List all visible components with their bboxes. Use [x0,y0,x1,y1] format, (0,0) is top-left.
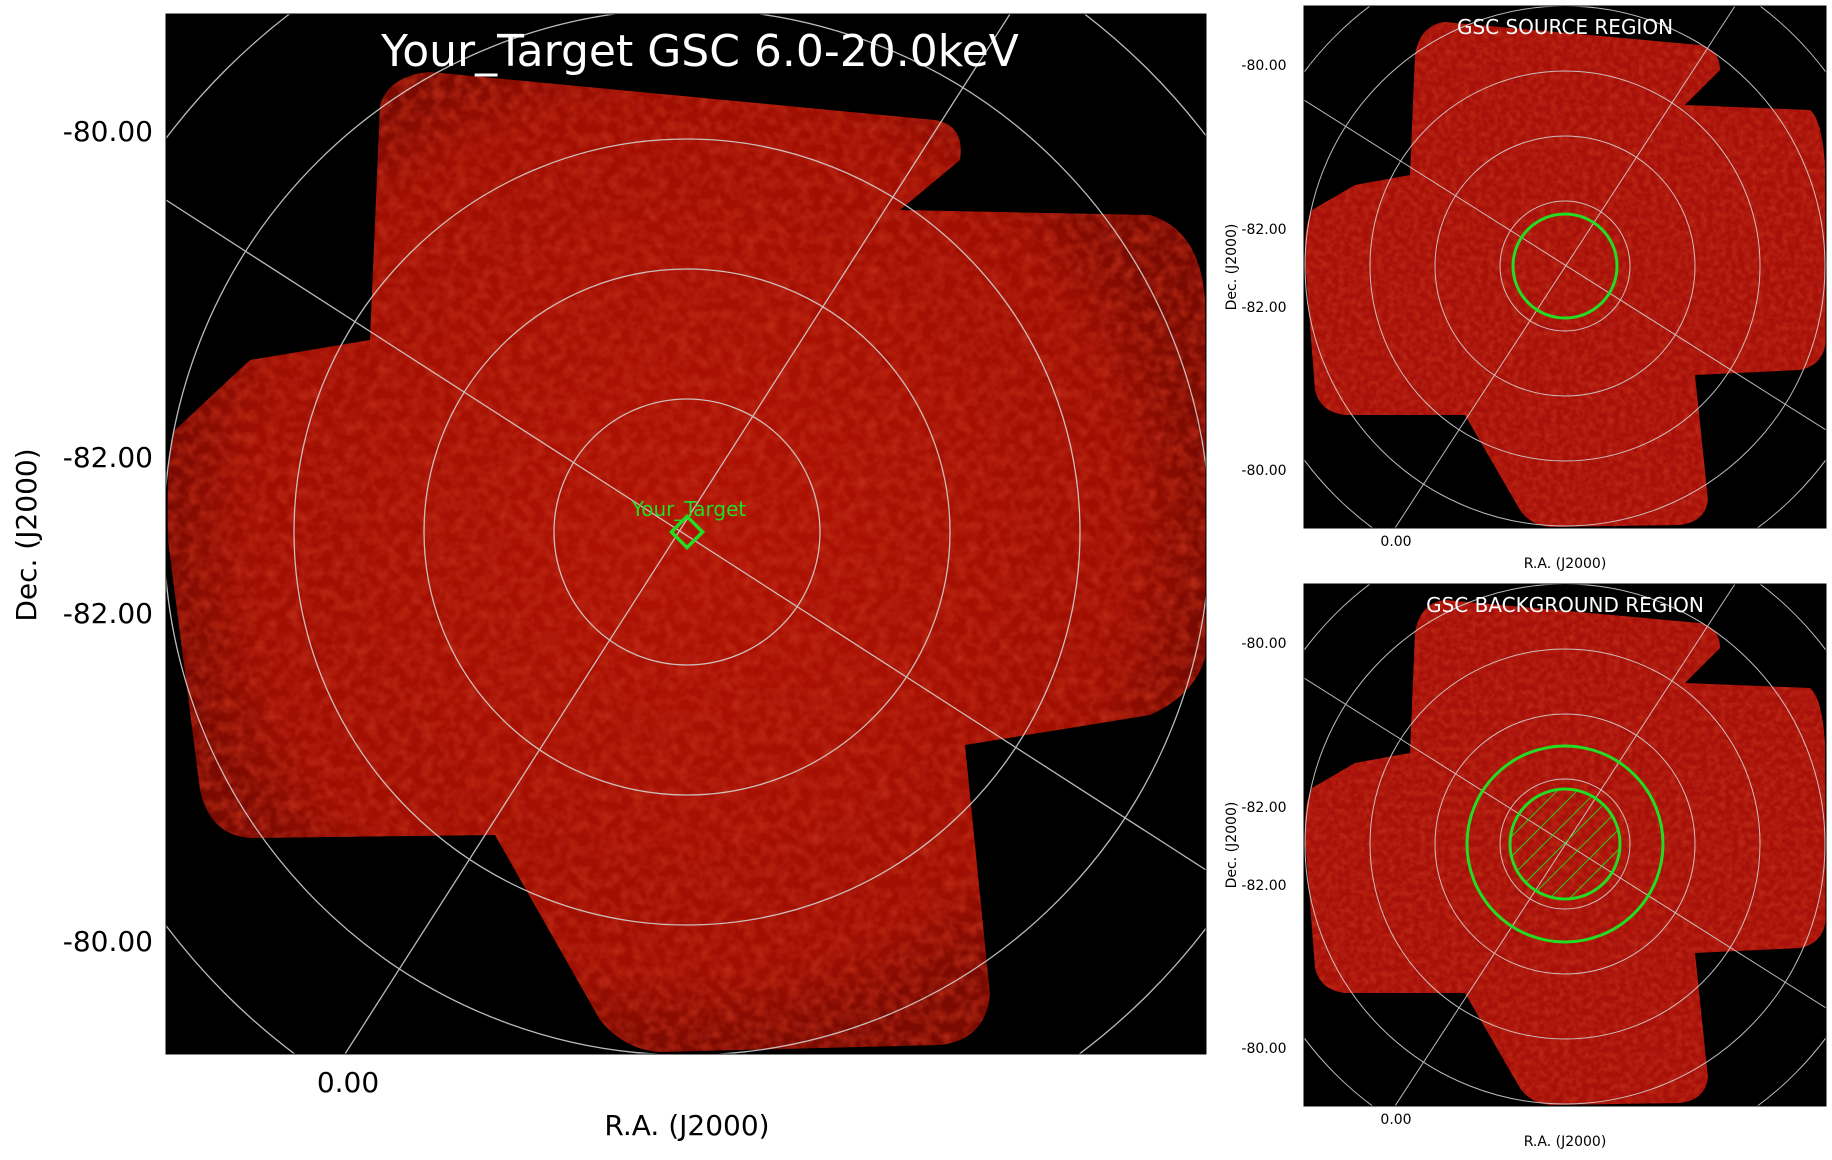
y-axis-label: Dec. (J2000) [10,448,43,621]
coordinate-grid [166,14,1206,1054]
dec-tick-label: -80.00 [63,115,153,148]
x-axis-label: R.A. (J2000) [1524,1134,1607,1150]
y-axis-label: Dec. (J2000) [1224,224,1240,311]
dec-tick-label: -80.00 [1241,1041,1286,1057]
source-region-circle [1511,212,1619,320]
dec-tick-label: -82.00 [63,441,153,474]
x-axis-label: R.A. (J2000) [604,1109,769,1142]
dec-tick-label: -80.00 [1241,636,1286,652]
background-annulus-circle [1465,744,1665,944]
main-panel: Your_Target Your_Target GSC 6.0-20.0keV … [10,13,1207,1142]
coordinate-grid [1304,6,1826,528]
target-label: Your_Target [631,497,747,521]
dec-tick-label: -82.00 [63,597,153,630]
inner-exclusion-circle [1508,787,1622,901]
dec-tick-label: -82.00 [1241,878,1286,894]
source-sky-map: GSC SOURCE REGION -80.00 -82.00 -82.00 -… [1224,5,1827,572]
dec-tick-label: -82.00 [1241,300,1286,316]
y-axis-label: Dec. (J2000) [1224,802,1240,889]
x-axis-label: R.A. (J2000) [1524,556,1607,572]
ra-tick-label: 0.00 [1380,1112,1411,1128]
dec-tick-label: -80.00 [63,925,153,958]
main-sky-map: Your_Target Your_Target GSC 6.0-20.0keV … [10,13,1207,1142]
background-region-panel: GSC BACKGROUND REGION -80.00 -82.00 -82.… [1220,578,1832,1156]
main-title: Your_Target GSC 6.0-20.0keV [380,26,1019,77]
ra-tick-label: 0.00 [1380,534,1411,550]
dec-tick-label: -82.00 [1241,222,1286,238]
background-sky-map: GSC BACKGROUND REGION -80.00 -82.00 -82.… [1224,583,1827,1150]
source-region-panel: GSC SOURCE REGION -80.00 -82.00 -82.00 -… [1220,0,1832,578]
ra-tick-label: 0.00 [317,1066,379,1099]
background-panel-title: GSC BACKGROUND REGION [1426,593,1704,617]
dec-tick-label: -82.00 [1241,800,1286,816]
coordinate-grid [1304,584,1826,1106]
dec-tick-label: -80.00 [1241,463,1286,479]
source-panel-title: GSC SOURCE REGION [1457,15,1673,39]
dec-tick-label: -80.00 [1241,58,1286,74]
target-marker [668,513,706,551]
